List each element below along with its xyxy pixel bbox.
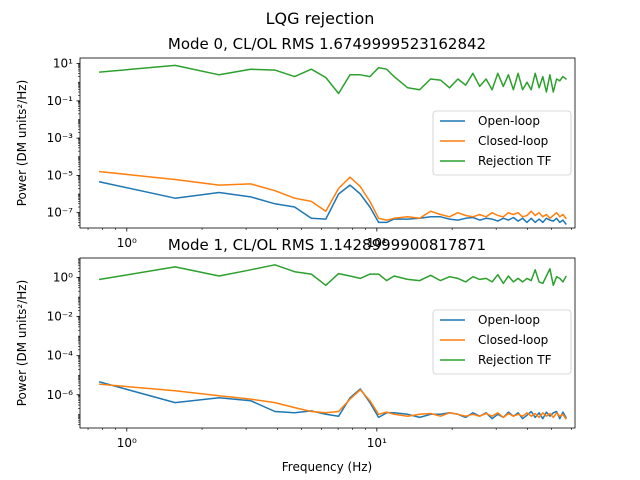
panel-1-x-tick-label: 10¹ [367,436,387,450]
panel-0-legend-label-rejection-tf: Rejection TF [478,154,552,168]
panel-1-xlabel: Frequency (Hz) [282,460,373,474]
panel-1-legend-label-rejection-tf: Rejection TF [478,353,552,367]
panel-1-series-rejection-tf [98,264,567,287]
panel-0-series-rejection-tf [98,64,567,95]
panel-0-legend-box [432,110,572,176]
panel-0-legend-label-open-loop: Open-loop [478,114,540,128]
panel-0-axes-frame [79,57,576,229]
panel-1-title: Mode 1, CL/OL RMS 1.1428999900817871 [168,236,486,254]
panel-0-series-closed-loop [98,170,567,221]
panel-mode-0: Mode 0, CL/OL RMS 1.6749999523162842 10⁰… [15,35,576,250]
panel-1-y-tick-label: 10⁰ [53,271,73,285]
panel-1-y-tick-label: 10⁻⁴ [47,349,74,363]
figure-suptitle: LQG rejection [266,9,375,28]
panel-0-y-tick-label: 10⁻³ [47,131,74,145]
panel-0-ylabel: Power (DM units²/Hz) [15,80,29,207]
panel-0-legend-label-closed-loop: Closed-loop [478,134,548,148]
panel-0-x-tick-label: 10⁰ [117,236,137,250]
panel-1-y-tick-label: 10⁻² [47,310,74,324]
panel-0-series-open-loop [98,181,567,225]
panel-0-y-tick-label: 10⁻¹ [47,94,74,108]
panel-1-legend-label-closed-loop: Closed-loop [478,333,548,347]
panel-0-title: Mode 0, CL/OL RMS 1.6749999523162842 [168,35,486,53]
panel-1-ylabel: Power (DM units²/Hz) [15,280,29,407]
panel-1-legend-label-open-loop: Open-loop [478,313,540,327]
panel-0-y-tick-label: 10¹ [53,57,73,71]
panel-mode-1: Mode 1, CL/OL RMS 1.1428999900817871 10⁰… [15,236,576,474]
panel-0-y-tick-label: 10⁻⁷ [47,206,74,220]
panel-1-legend: Open-loop Closed-loop Rejection TF [432,309,572,375]
panel-1-y-tick-label: 10⁻⁶ [47,388,74,402]
panel-1-x-tick-label: 10⁰ [117,436,137,450]
panel-1-axes-frame [79,257,576,429]
panel-1-legend-box [432,309,572,375]
panel-0-y-tick-label: 10⁻⁵ [47,168,74,182]
panel-0-x-tick-label: 10¹ [367,236,387,250]
panel-1-series-closed-loop [98,383,567,420]
panel-0-legend: Open-loop Closed-loop Rejection TF [432,110,572,176]
